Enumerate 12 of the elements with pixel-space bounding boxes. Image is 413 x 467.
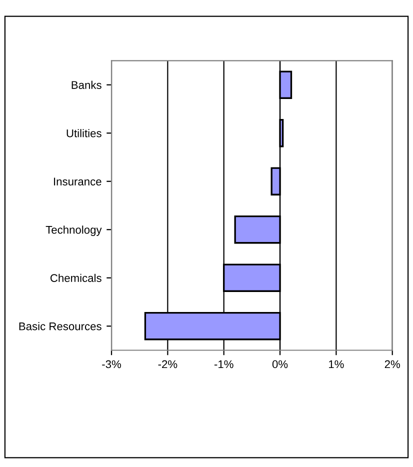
x-tick-label: 2% bbox=[384, 360, 400, 368]
y-tick-label: Insurance bbox=[54, 178, 102, 186]
y-tick-label: Basic Resources bbox=[19, 322, 102, 330]
x-tick-label: -3% bbox=[102, 360, 121, 368]
x-tick-label: 1% bbox=[329, 360, 344, 368]
y-tick-label: Banks bbox=[72, 80, 102, 89]
y-tick-label: Technology bbox=[46, 226, 102, 236]
x-tick-label: -1% bbox=[214, 360, 234, 368]
x-tick-label: -2% bbox=[158, 360, 178, 368]
y-tick-label: Chemicals bbox=[50, 274, 102, 282]
y-tick-label: Utilities bbox=[66, 129, 102, 138]
x-tick-label: 0% bbox=[272, 360, 288, 368]
